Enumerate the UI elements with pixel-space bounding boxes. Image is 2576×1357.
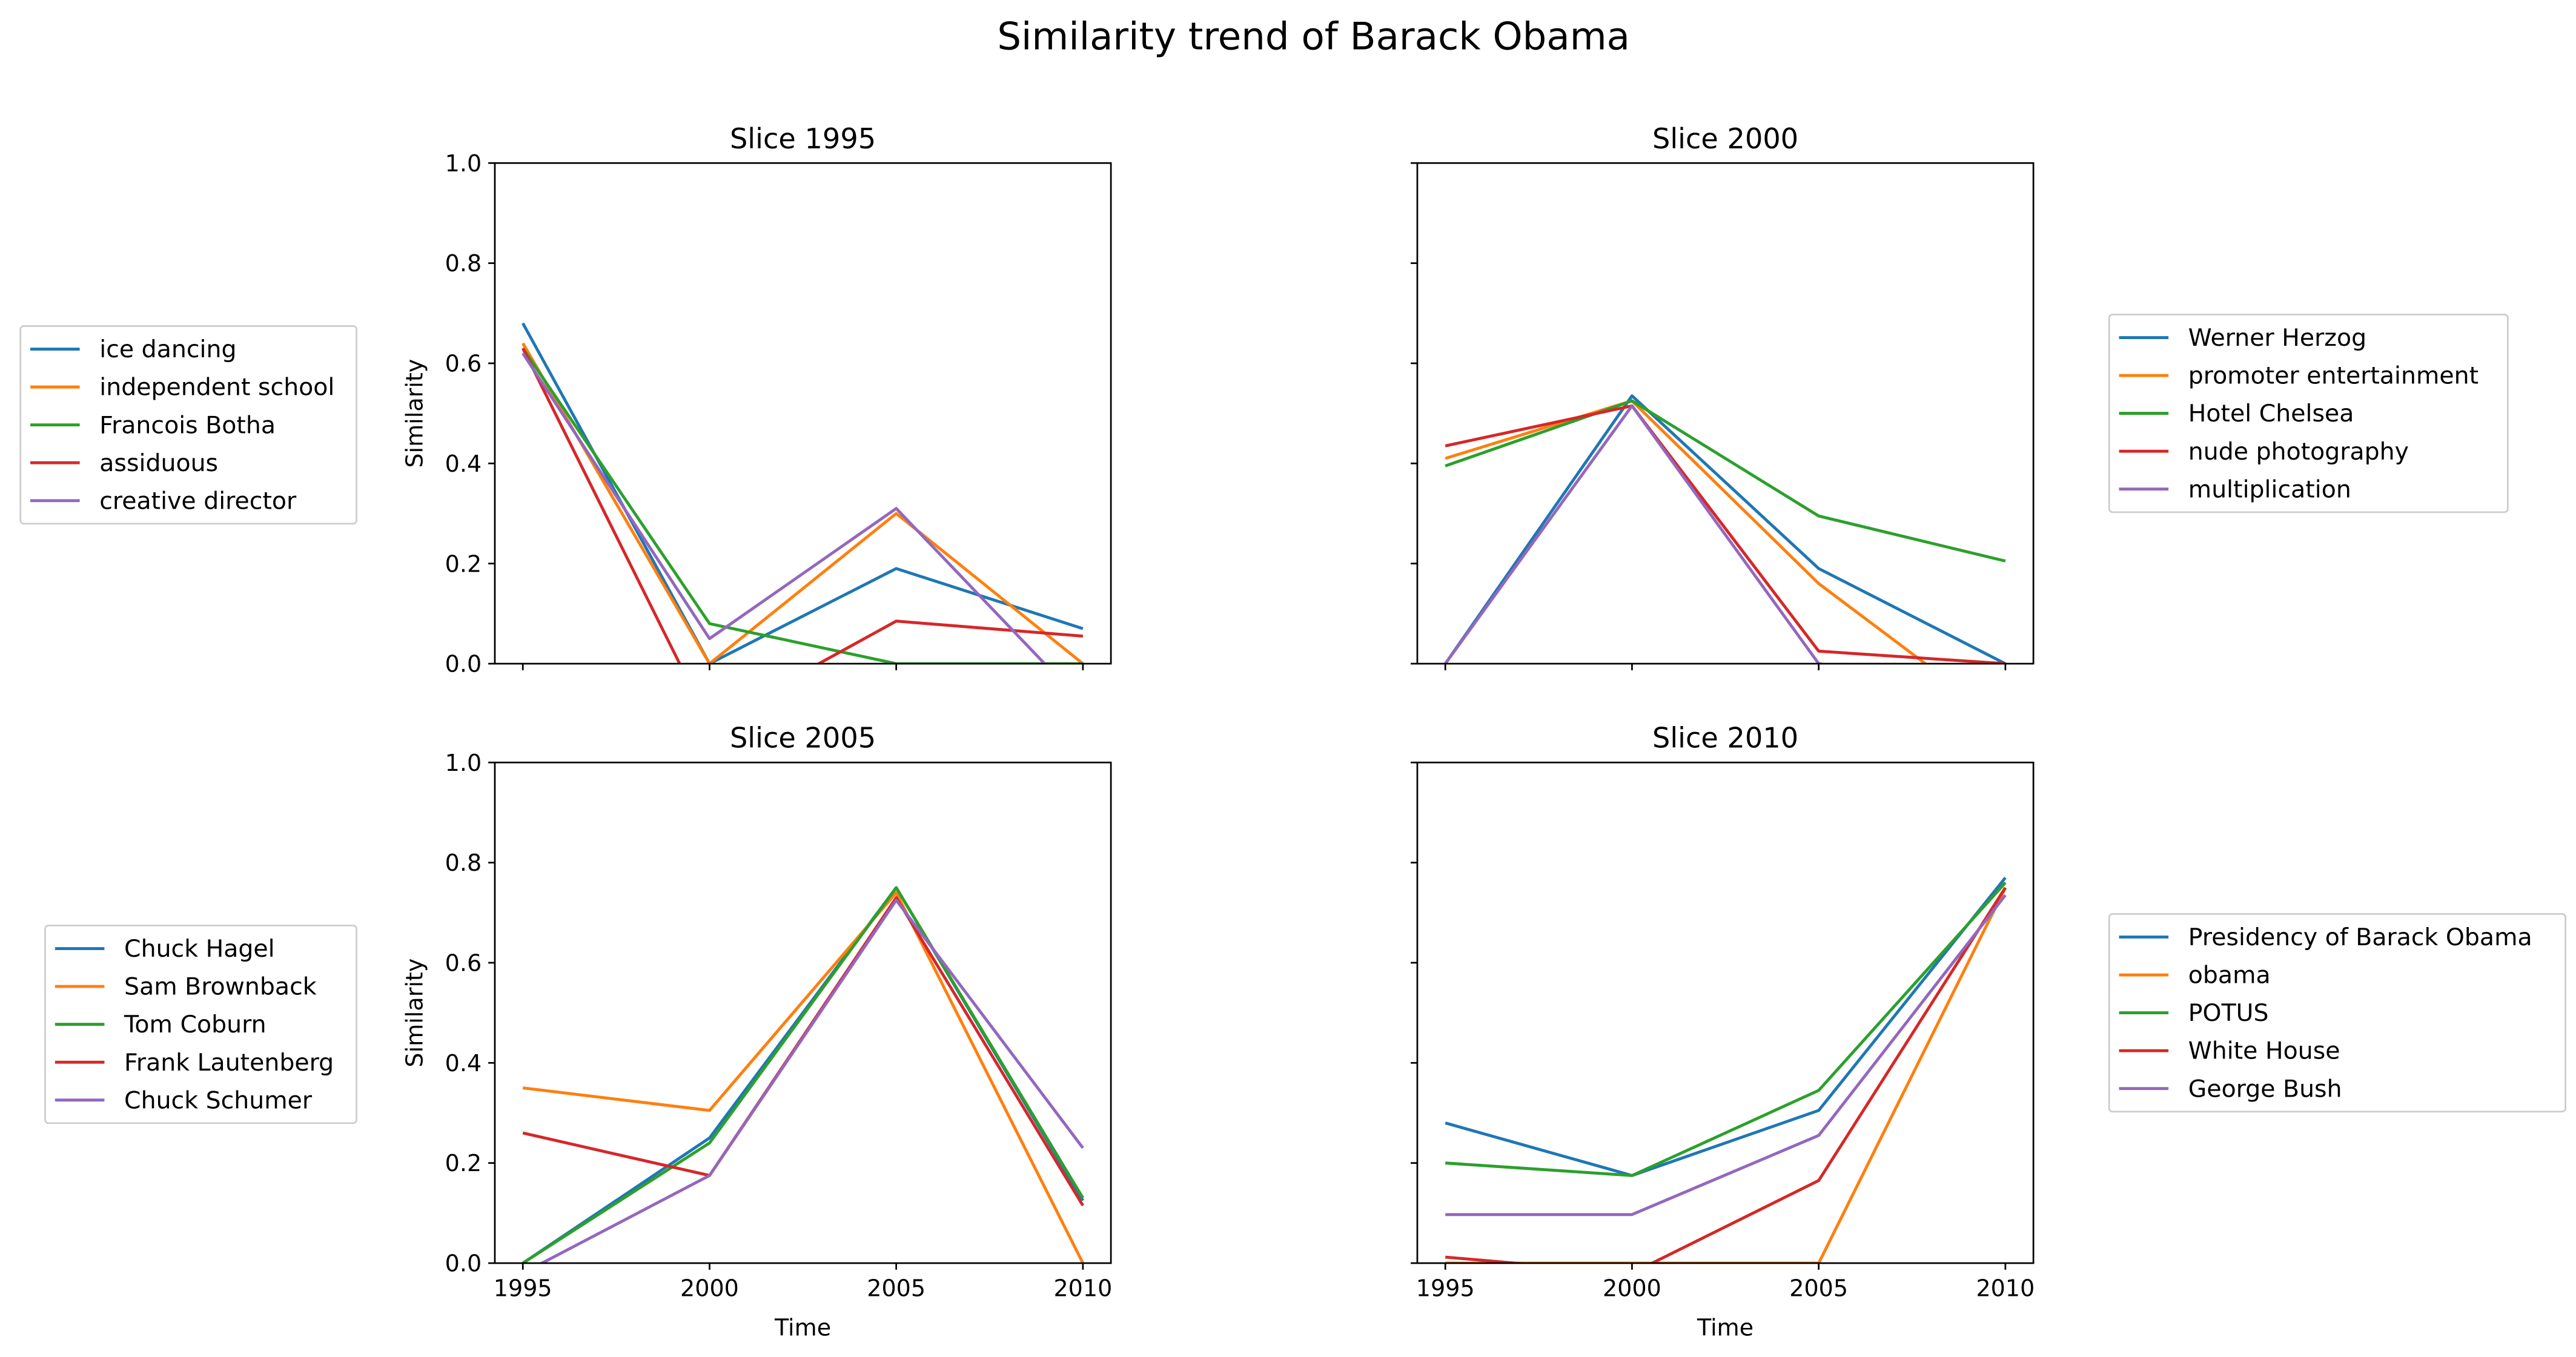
legend: ice dancing independent school Francois Bo… (19, 325, 357, 525)
y-tick-label: 0.0 (445, 1250, 482, 1277)
y-tick-label: 0.6 (445, 351, 482, 377)
legend-label: assiduous (99, 449, 218, 477)
legend-label: Hotel Chelsea (2188, 400, 2354, 428)
x-axis-label: Time (774, 1315, 831, 1341)
series-line-1 (1445, 876, 2007, 1177)
subplot-title: Slice 1995 (730, 122, 876, 155)
subplot-4: Slice 2010 1995 2000 2005 2010 Time Presidency… (1411, 722, 2566, 1341)
legend: Chuck Hagel Sam Brownback Tom Coburn Frank … (44, 925, 357, 1124)
plot-frame (494, 761, 1112, 1264)
legend: Werner Herzog promoter entertainment Hotel… (2108, 314, 2509, 513)
y-axis-label: Similarity (401, 959, 428, 1068)
subplot-title: Slice 2005 (730, 722, 876, 754)
series-line-2 (522, 891, 1085, 1263)
series-line-5 (538, 899, 1084, 1263)
legend-label: Werner Herzog (2188, 324, 2366, 352)
series-line-4 (1445, 887, 2007, 1263)
legend-box (2108, 314, 2509, 513)
series-line-4 (521, 348, 1084, 664)
plot-frame (494, 162, 1112, 665)
y-tick-label: 1.0 (445, 150, 482, 177)
legend-label: independent school (99, 374, 334, 401)
legend-label: nude photography (2188, 438, 2409, 466)
y-axis-label: Similarity (401, 359, 428, 468)
series-line-3 (1445, 399, 2006, 563)
legend-label: Sam Brownback (124, 973, 317, 1001)
y-tick-label: 0.4 (445, 1050, 482, 1077)
series-line-4 (1445, 404, 2006, 664)
x-axis-label: Time (1697, 1315, 1753, 1341)
legend-label: Chuck Hagel (124, 935, 275, 963)
subplot-title: Slice 2010 (1652, 722, 1798, 754)
legend-label: promoter entertainment (2188, 362, 2478, 390)
legend-label: multiplication (2188, 475, 2351, 503)
series-line-2 (1445, 399, 1928, 664)
legend-label: White House (2188, 1037, 2340, 1065)
x-tick-label: 2010 (1053, 1275, 1112, 1301)
series-line-1 (521, 322, 1084, 664)
legend-label: Chuck Schumer (124, 1086, 313, 1114)
legend: Presidency of Barack Obama obama POTUS Whit… (2108, 913, 2566, 1113)
x-tick-label: 2010 (1976, 1275, 2035, 1301)
legend-label: POTUS (2188, 999, 2269, 1027)
legend-label: obama (2188, 962, 2271, 989)
x-tick-label: 2005 (867, 1275, 925, 1301)
legend-box (19, 325, 357, 525)
series-line-2 (521, 342, 1084, 664)
series-line-4 (522, 896, 1084, 1207)
series-line-5 (521, 352, 1047, 664)
legend-label: creative director (99, 487, 297, 515)
y-tick-label: 0.6 (445, 950, 482, 977)
y-tick-label: 0.2 (445, 1150, 482, 1177)
legend-label: Francois Botha (99, 411, 276, 439)
series-line-2 (1445, 887, 2007, 1263)
legend-label: ice dancing (99, 335, 236, 363)
plot-frame (1416, 761, 2035, 1264)
x-tick-label: 2000 (1603, 1275, 1661, 1301)
y-tick-label: 0.2 (445, 550, 482, 577)
series-line-5 (1444, 404, 1830, 664)
y-tick-label: 1.0 (445, 750, 482, 776)
series-line-3 (521, 347, 1083, 664)
subplot-title: Slice 2000 (1652, 122, 1798, 155)
series-line-3 (1445, 881, 2007, 1177)
subplot-1: Slice 1995 0.0 0.2 0.4 0.6 0.8 1.0 Similarity ic… (19, 122, 1112, 678)
legend-label: Tom Coburn (124, 1011, 267, 1038)
x-tick-label: 1995 (1416, 1275, 1475, 1301)
y-tick-label: 0.8 (445, 850, 482, 876)
series-line-1 (1444, 394, 2007, 664)
y-tick-label: 0.8 (445, 250, 482, 277)
figure-title: Similarity trend of Barack Obama (997, 15, 1630, 59)
series-line-5 (1445, 894, 2007, 1217)
x-tick-label: 2000 (680, 1275, 739, 1301)
subplot-grid: Slice 1995 0.0 0.2 0.4 0.6 0.8 1.0 Similarity ic… (19, 122, 2566, 1341)
legend-box (44, 925, 357, 1124)
y-tick-label: 0.0 (445, 651, 482, 678)
x-tick-label: 1995 (494, 1275, 552, 1301)
legend-label: Frank Lautenberg (124, 1049, 334, 1077)
plot-frame (1416, 162, 2035, 665)
y-tick-label: 0.4 (445, 451, 482, 477)
legend-label: Presidency of Barack Obama (2188, 923, 2532, 951)
legend-label: George Bush (2188, 1075, 2342, 1103)
x-tick-label: 2005 (1789, 1275, 1848, 1301)
subplot-3: Slice 2005 0.0 0.2 0.4 0.6 0.8 1.0 1995 2000 2005… (44, 722, 1112, 1341)
series-line-1 (521, 886, 1085, 1263)
series-line-3 (521, 886, 1084, 1263)
subplot-2: Slice 2000 Werner Herzog promoter entertai… (1411, 122, 2509, 670)
legend-box (2108, 913, 2566, 1113)
